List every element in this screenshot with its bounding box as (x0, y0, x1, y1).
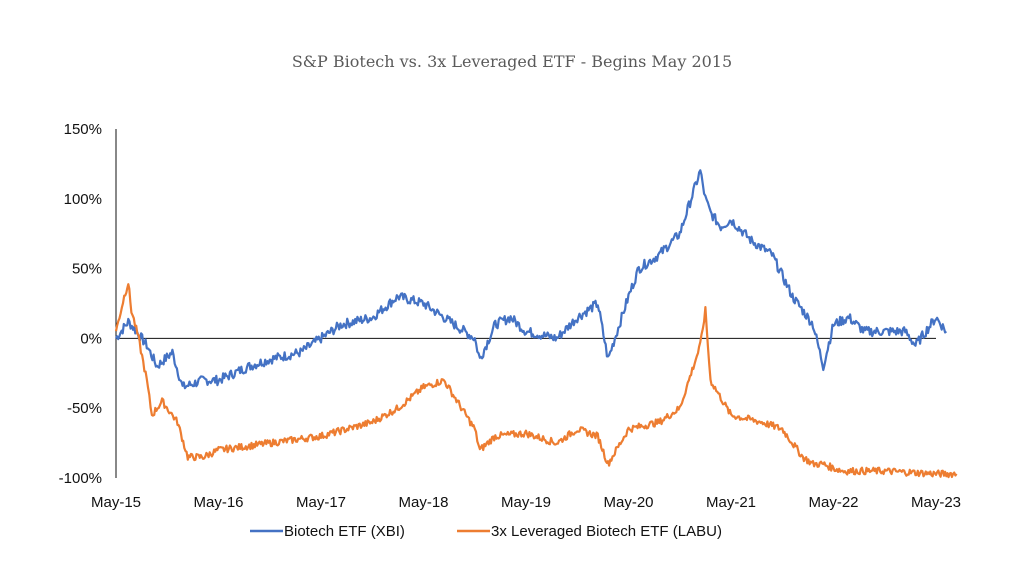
series-line-labu (114, 283, 958, 479)
x-tick-label: May-17 (296, 494, 346, 511)
series-lines (114, 169, 958, 479)
x-tick-label: May-20 (603, 494, 653, 511)
x-tick-label: May-18 (398, 494, 448, 511)
x-tick-label: May-21 (706, 494, 756, 511)
x-tick-label: May-22 (808, 494, 858, 511)
x-tick-label: May-15 (91, 494, 141, 511)
legend-label: Biotech ETF (XBI) (284, 523, 405, 540)
series-line-xbi (115, 169, 948, 390)
x-axis: May-15 May-16 May-17 May-18 May-19 May-20 May-… (91, 337, 961, 511)
x-tick-label: May-19 (501, 494, 551, 511)
x-tick-label: May-16 (193, 494, 243, 511)
y-tick-label: 150% (64, 121, 102, 138)
y-tick-label: -50% (67, 400, 102, 417)
y-tick-label: 50% (72, 261, 102, 278)
y-tick-label: 0% (80, 330, 102, 347)
y-tick-label: 100% (64, 191, 102, 208)
x-tick-label: May-23 (911, 494, 961, 511)
chart-title: S&P Biotech vs. 3x Leveraged ETF - Begin… (291, 52, 733, 71)
y-axis: 150% 100% 50% 0% -50% -100% (59, 121, 117, 487)
legend: Biotech ETF (XBI) 3x Leveraged Biotech ET… (250, 523, 722, 540)
y-tick-label: -100% (59, 470, 102, 487)
legend-label: 3x Leveraged Biotech ETF (LABU) (491, 523, 722, 540)
